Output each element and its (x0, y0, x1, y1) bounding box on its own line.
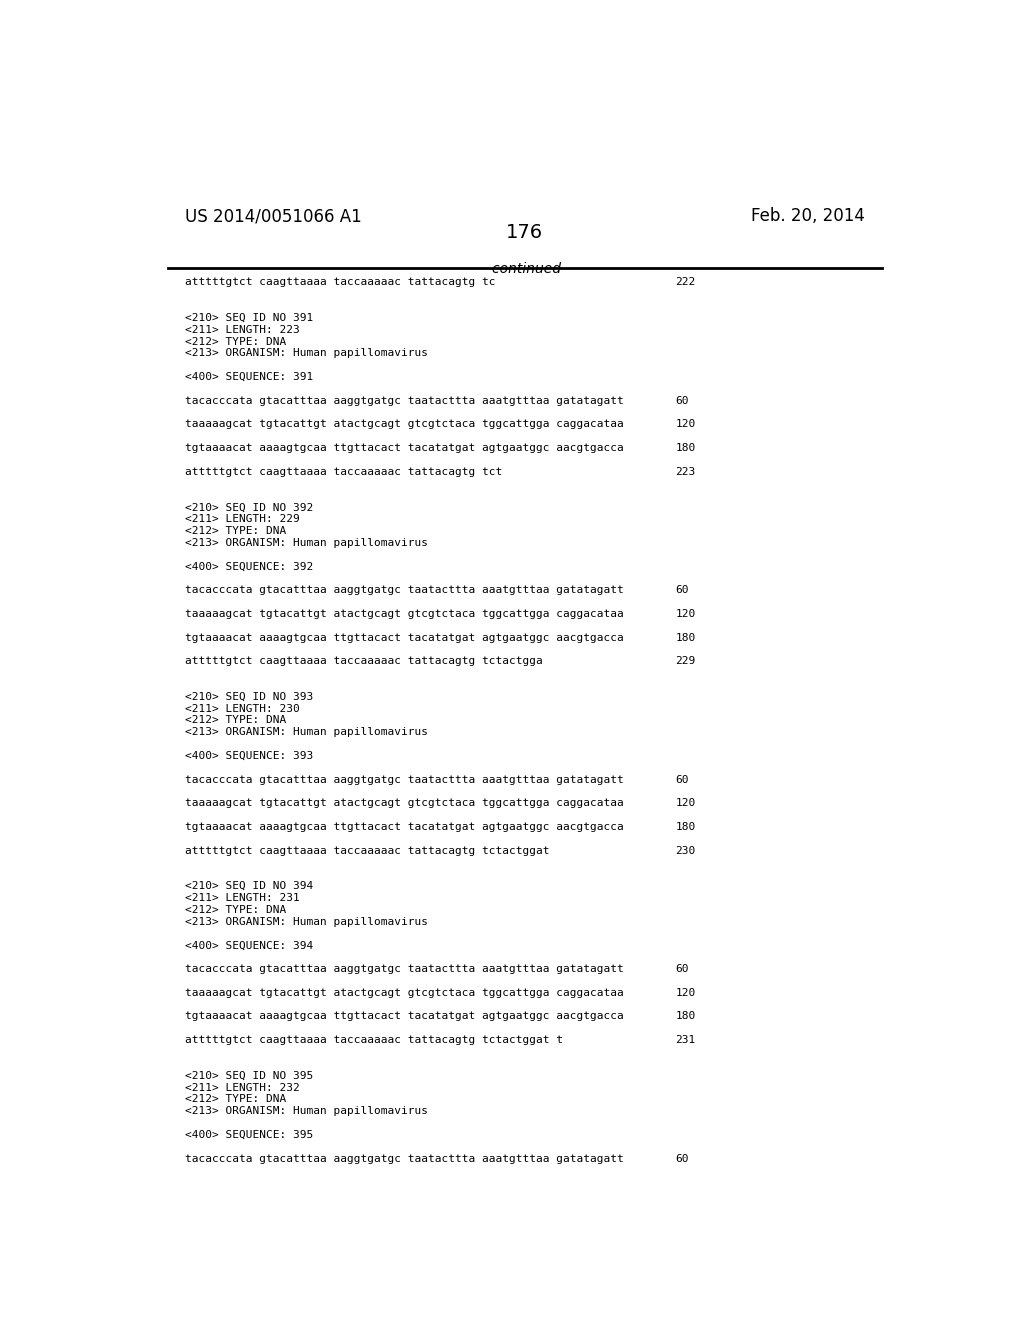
Text: 60: 60 (676, 585, 689, 595)
Text: 180: 180 (676, 1011, 696, 1022)
Text: <211> LENGTH: 229: <211> LENGTH: 229 (185, 515, 300, 524)
Text: <210> SEQ ID NO 391: <210> SEQ ID NO 391 (185, 313, 313, 323)
Text: tgtaaaacat aaaagtgcaa ttgttacact tacatatgat agtgaatggc aacgtgacca: tgtaaaacat aaaagtgcaa ttgttacact tacatat… (185, 822, 624, 832)
Text: <210> SEQ ID NO 392: <210> SEQ ID NO 392 (185, 503, 313, 512)
Text: <400> SEQUENCE: 395: <400> SEQUENCE: 395 (185, 1130, 313, 1140)
Text: <213> ORGANISM: Human papillomavirus: <213> ORGANISM: Human papillomavirus (185, 1106, 428, 1117)
Text: <212> TYPE: DNA: <212> TYPE: DNA (185, 906, 287, 915)
Text: 60: 60 (676, 396, 689, 405)
Text: US 2014/0051066 A1: US 2014/0051066 A1 (185, 207, 361, 226)
Text: 222: 222 (676, 277, 696, 288)
Text: 176: 176 (506, 223, 544, 243)
Text: tgtaaaacat aaaagtgcaa ttgttacact tacatatgat agtgaatggc aacgtgacca: tgtaaaacat aaaagtgcaa ttgttacact tacatat… (185, 444, 624, 453)
Text: <211> LENGTH: 230: <211> LENGTH: 230 (185, 704, 300, 714)
Text: atttttgtct caagttaaaa taccaaaaac tattacagtg tctactggat t: atttttgtct caagttaaaa taccaaaaac tattaca… (185, 1035, 563, 1045)
Text: 60: 60 (676, 1154, 689, 1163)
Text: <212> TYPE: DNA: <212> TYPE: DNA (185, 337, 287, 347)
Text: 120: 120 (676, 609, 696, 619)
Text: <212> TYPE: DNA: <212> TYPE: DNA (185, 525, 287, 536)
Text: <211> LENGTH: 231: <211> LENGTH: 231 (185, 894, 300, 903)
Text: <213> ORGANISM: Human papillomavirus: <213> ORGANISM: Human papillomavirus (185, 348, 428, 358)
Text: 120: 120 (676, 420, 696, 429)
Text: 180: 180 (676, 444, 696, 453)
Text: atttttgtct caagttaaaa taccaaaaac tattacagtg tctactggat: atttttgtct caagttaaaa taccaaaaac tattaca… (185, 846, 550, 855)
Text: tgtaaaacat aaaagtgcaa ttgttacact tacatatgat agtgaatggc aacgtgacca: tgtaaaacat aaaagtgcaa ttgttacact tacatat… (185, 1011, 624, 1022)
Text: 60: 60 (676, 775, 689, 784)
Text: 229: 229 (676, 656, 696, 667)
Text: <211> LENGTH: 223: <211> LENGTH: 223 (185, 325, 300, 335)
Text: 60: 60 (676, 964, 689, 974)
Text: <210> SEQ ID NO 395: <210> SEQ ID NO 395 (185, 1071, 313, 1081)
Text: 231: 231 (676, 1035, 696, 1045)
Text: tacacccata gtacatttaa aaggtgatgc taatacttta aaatgtttaa gatatagatt: tacacccata gtacatttaa aaggtgatgc taatact… (185, 1154, 624, 1163)
Text: <400> SEQUENCE: 393: <400> SEQUENCE: 393 (185, 751, 313, 760)
Text: tacacccata gtacatttaa aaggtgatgc taatacttta aaatgtttaa gatatagatt: tacacccata gtacatttaa aaggtgatgc taatact… (185, 775, 624, 784)
Text: taaaaagcat tgtacattgt atactgcagt gtcgtctaca tggcattgga caggacataa: taaaaagcat tgtacattgt atactgcagt gtcgtct… (185, 420, 624, 429)
Text: <210> SEQ ID NO 393: <210> SEQ ID NO 393 (185, 692, 313, 702)
Text: taaaaagcat tgtacattgt atactgcagt gtcgtctaca tggcattgga caggacataa: taaaaagcat tgtacattgt atactgcagt gtcgtct… (185, 987, 624, 998)
Text: <400> SEQUENCE: 394: <400> SEQUENCE: 394 (185, 940, 313, 950)
Text: 223: 223 (676, 467, 696, 477)
Text: 120: 120 (676, 987, 696, 998)
Text: 180: 180 (676, 822, 696, 832)
Text: 180: 180 (676, 632, 696, 643)
Text: <212> TYPE: DNA: <212> TYPE: DNA (185, 715, 287, 726)
Text: taaaaagcat tgtacattgt atactgcagt gtcgtctaca tggcattgga caggacataa: taaaaagcat tgtacattgt atactgcagt gtcgtct… (185, 799, 624, 808)
Text: tacacccata gtacatttaa aaggtgatgc taatacttta aaatgtttaa gatatagatt: tacacccata gtacatttaa aaggtgatgc taatact… (185, 396, 624, 405)
Text: 120: 120 (676, 799, 696, 808)
Text: tacacccata gtacatttaa aaggtgatgc taatacttta aaatgtttaa gatatagatt: tacacccata gtacatttaa aaggtgatgc taatact… (185, 585, 624, 595)
Text: <213> ORGANISM: Human papillomavirus: <213> ORGANISM: Human papillomavirus (185, 916, 428, 927)
Text: <211> LENGTH: 232: <211> LENGTH: 232 (185, 1082, 300, 1093)
Text: <400> SEQUENCE: 391: <400> SEQUENCE: 391 (185, 372, 313, 381)
Text: tacacccata gtacatttaa aaggtgatgc taatacttta aaatgtttaa gatatagatt: tacacccata gtacatttaa aaggtgatgc taatact… (185, 964, 624, 974)
Text: <213> ORGANISM: Human papillomavirus: <213> ORGANISM: Human papillomavirus (185, 537, 428, 548)
Text: <212> TYPE: DNA: <212> TYPE: DNA (185, 1094, 287, 1105)
Text: taaaaagcat tgtacattgt atactgcagt gtcgtctaca tggcattgga caggacataa: taaaaagcat tgtacattgt atactgcagt gtcgtct… (185, 609, 624, 619)
Text: -continued: -continued (487, 263, 562, 276)
Text: <210> SEQ ID NO 394: <210> SEQ ID NO 394 (185, 882, 313, 891)
Text: <213> ORGANISM: Human papillomavirus: <213> ORGANISM: Human papillomavirus (185, 727, 428, 738)
Text: atttttgtct caagttaaaa taccaaaaac tattacagtg tc: atttttgtct caagttaaaa taccaaaaac tattaca… (185, 277, 496, 288)
Text: tgtaaaacat aaaagtgcaa ttgttacact tacatatgat agtgaatggc aacgtgacca: tgtaaaacat aaaagtgcaa ttgttacact tacatat… (185, 632, 624, 643)
Text: atttttgtct caagttaaaa taccaaaaac tattacagtg tctactgga: atttttgtct caagttaaaa taccaaaaac tattaca… (185, 656, 543, 667)
Text: <400> SEQUENCE: 392: <400> SEQUENCE: 392 (185, 561, 313, 572)
Text: 230: 230 (676, 846, 696, 855)
Text: atttttgtct caagttaaaa taccaaaaac tattacagtg tct: atttttgtct caagttaaaa taccaaaaac tattaca… (185, 467, 503, 477)
Text: Feb. 20, 2014: Feb. 20, 2014 (751, 207, 864, 226)
